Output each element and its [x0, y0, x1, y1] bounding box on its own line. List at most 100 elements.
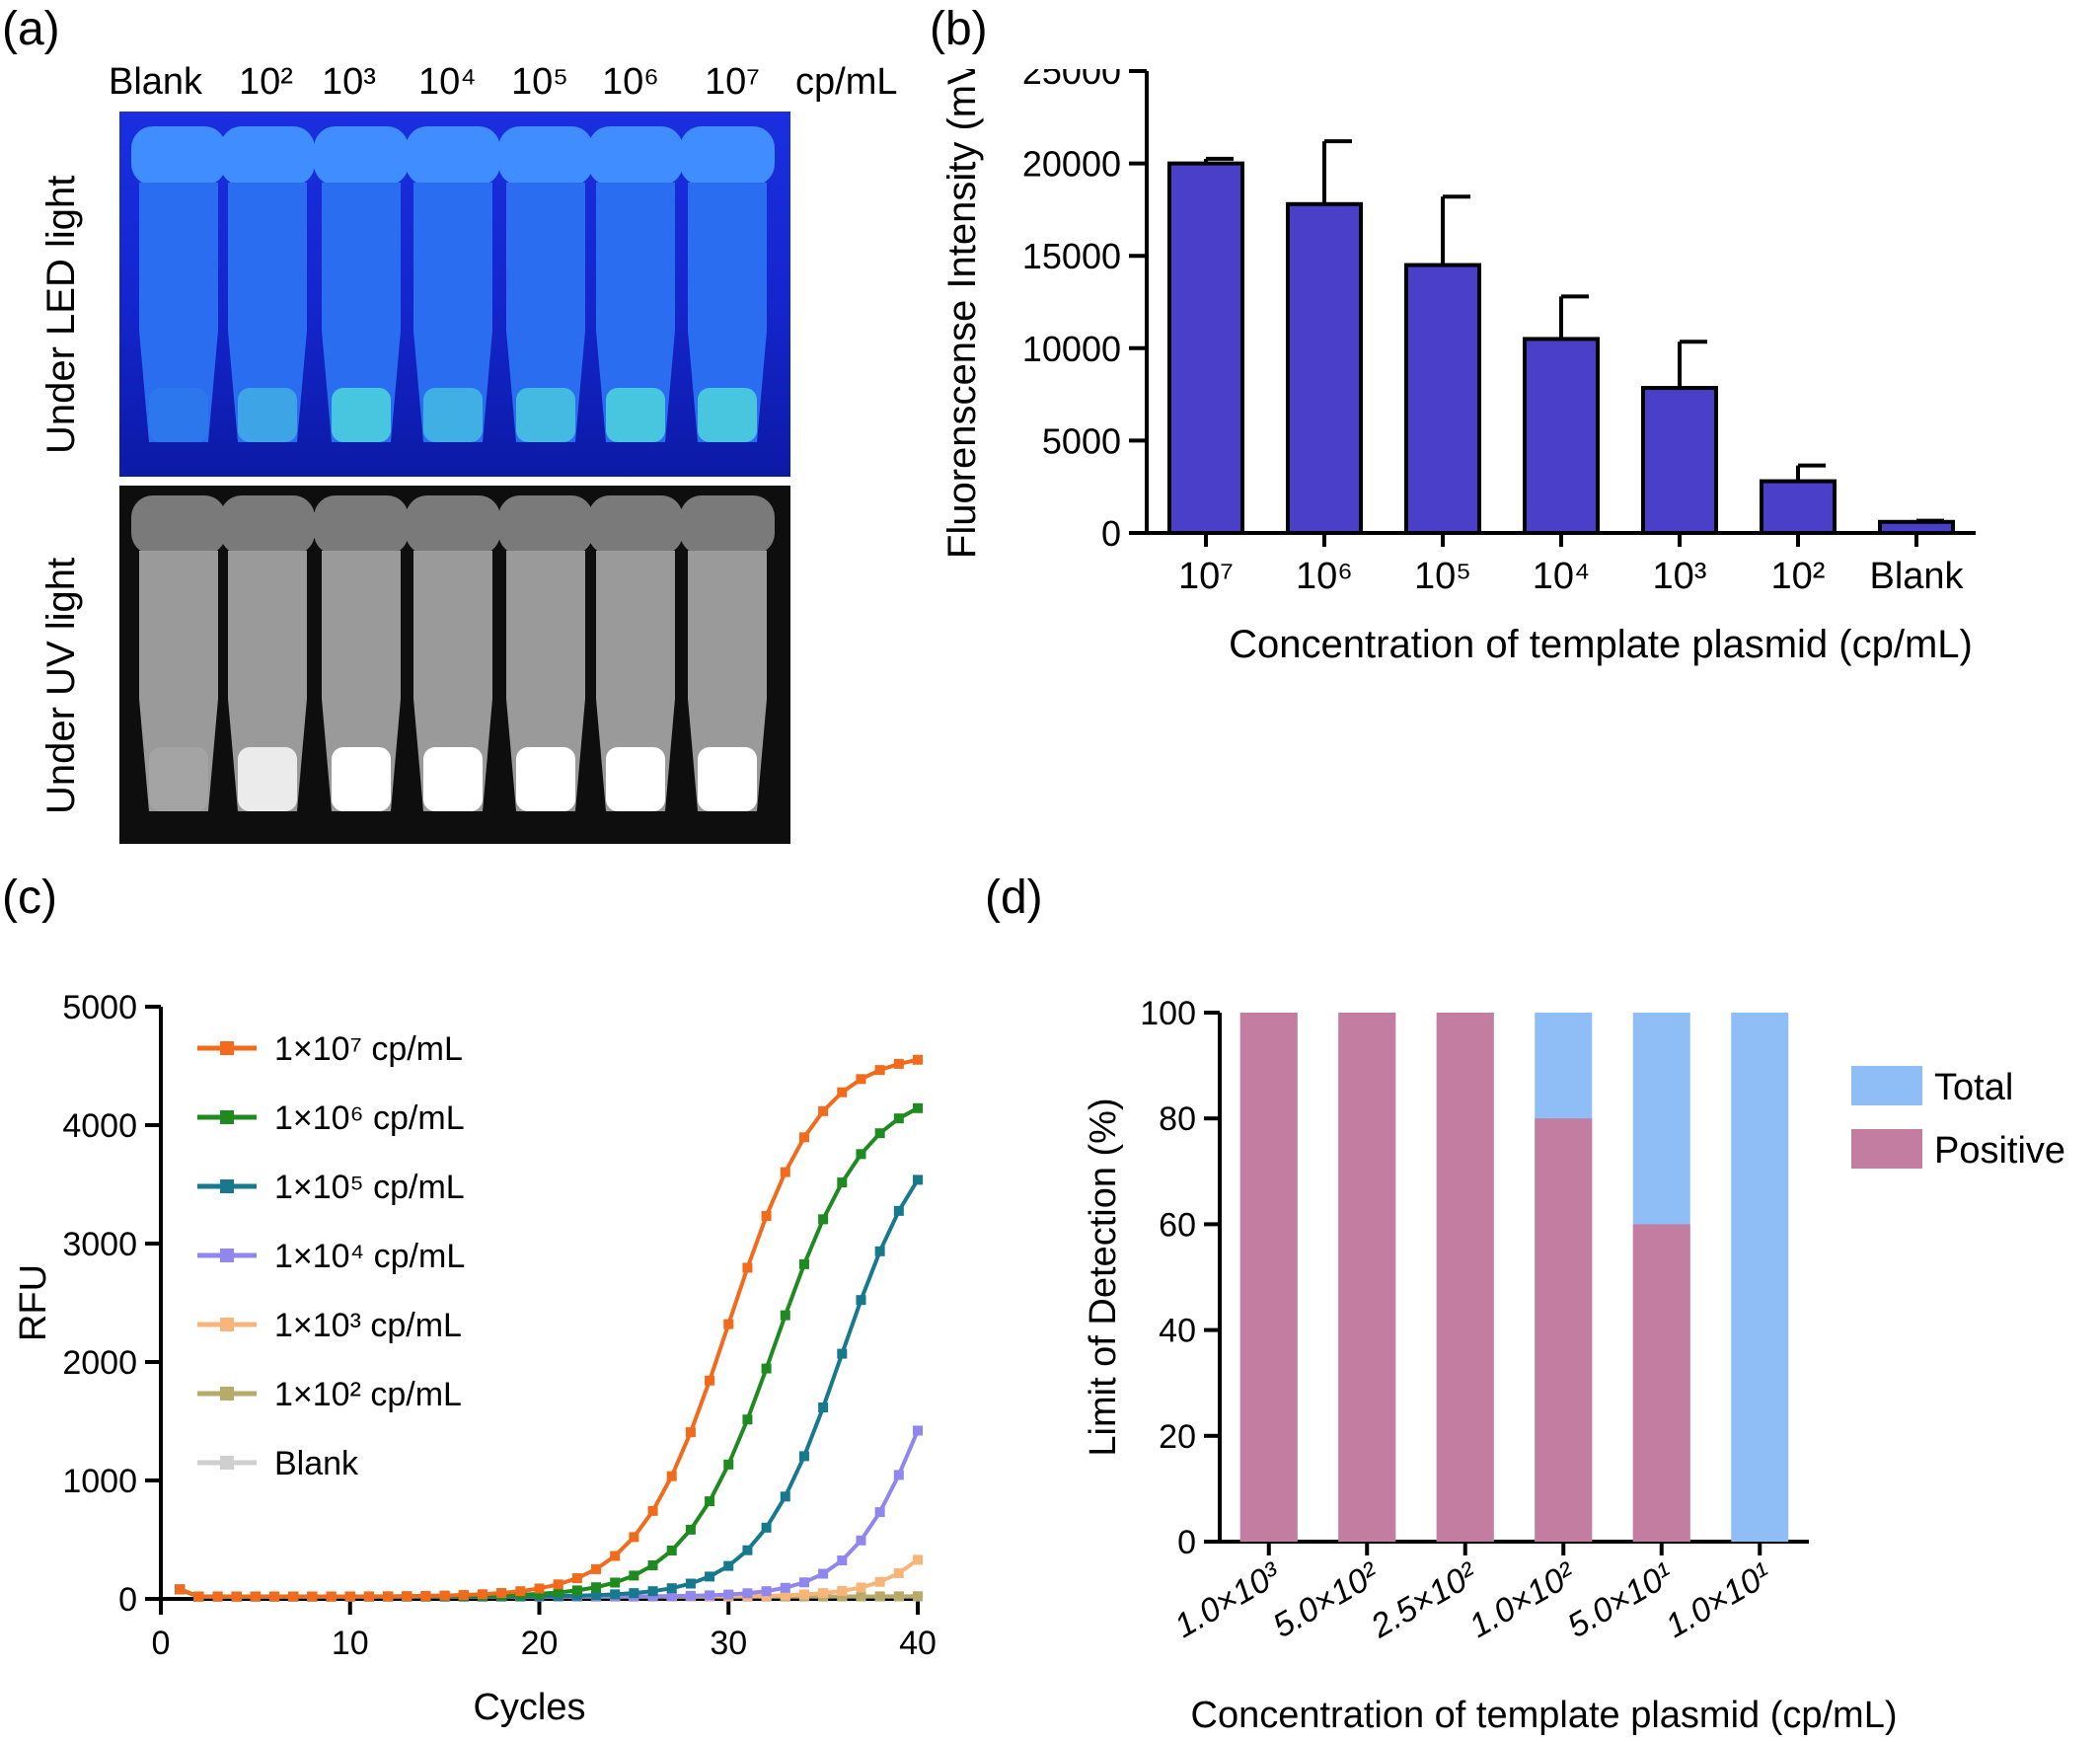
series-point: [874, 1128, 885, 1139]
series-point: [798, 1577, 809, 1588]
series-point: [780, 1491, 790, 1502]
bar-positive: [1535, 1118, 1593, 1542]
x-axis-title: Concentration of template plasmid (cp/mL…: [1229, 623, 1973, 666]
series-point: [893, 1113, 904, 1124]
tube-cap: [680, 495, 775, 555]
legend-label: 1×10⁵ cp/mL: [274, 1169, 465, 1206]
x-tick-label: 1.0×10¹: [1660, 1555, 1778, 1645]
series-point: [798, 1589, 809, 1600]
tube-body: [506, 183, 585, 331]
series-point: [610, 1577, 621, 1588]
series-point: [761, 1211, 772, 1222]
tube-body: [413, 183, 492, 331]
series-point: [913, 1054, 923, 1065]
series-point: [874, 1576, 885, 1587]
x-tick-label: 10⁶: [1296, 556, 1353, 597]
series-point: [212, 1591, 223, 1602]
series-point: [837, 1591, 848, 1602]
panel-label-c: (c): [2, 871, 57, 924]
series-point: [420, 1590, 431, 1601]
series-point: [666, 1546, 677, 1556]
series-point: [780, 1310, 790, 1321]
series-point: [553, 1587, 563, 1598]
chart-c-line: 0 1000 2000 3000 4000 5000 0 10 20 30 40 Cycles RFU 1…: [13, 989, 937, 1728]
series-point: [837, 1554, 848, 1565]
series-line: [179, 1057, 919, 1599]
y-tick-label: 0: [1101, 513, 1121, 554]
tube-body: [139, 183, 218, 331]
series-point: [685, 1590, 696, 1601]
bar-positive: [1632, 1224, 1690, 1542]
tube-body: [688, 551, 767, 699]
series-point: [666, 1591, 677, 1602]
tube-body: [413, 551, 492, 699]
tube-lower: [139, 331, 218, 442]
series-point: [723, 1560, 734, 1571]
chart-b-bar: 0 5000 10000 15000 20000 25000 10⁷ 10⁶ 10⁵ 10⁴ 10³…: [940, 69, 1976, 666]
series-point: [534, 1588, 545, 1599]
series-point: [761, 1586, 772, 1597]
legend-swatch: [1851, 1066, 1922, 1105]
x-tick-label: 1.0×10²: [1463, 1554, 1583, 1645]
y-tick-label: 60: [1159, 1206, 1196, 1244]
legend-marker: [220, 1456, 234, 1470]
tube-tip: [516, 388, 575, 442]
x-tick-label: 40: [899, 1625, 937, 1662]
bar: [1760, 479, 1837, 536]
series-point: [231, 1591, 242, 1602]
series-point: [685, 1524, 696, 1535]
series-point: [893, 1205, 904, 1216]
x-tick-label: Blank: [1869, 556, 1964, 597]
series-point: [856, 1582, 866, 1593]
chart-d-stacked-bar: 0 20 40 60 80 100 1.0×10³5.0×10²2.5×10²1.0×10²…: [1086, 995, 2065, 1736]
series-point: [307, 1591, 318, 1602]
tube-label-1e6: 10⁶: [602, 61, 659, 103]
tube-tip: [332, 747, 391, 811]
legend-swatch: [1851, 1129, 1922, 1169]
tube-label-1e3: 10³: [322, 61, 376, 103]
series-point: [496, 1588, 507, 1599]
legend-label: 1×10⁷ cp/mL: [274, 1030, 463, 1068]
series-point: [837, 1348, 848, 1359]
series-point: [288, 1591, 299, 1602]
y-tick-label: 1000: [62, 1463, 137, 1500]
tube-tip: [606, 388, 665, 442]
y-tick-label: 5000: [1042, 420, 1121, 461]
tube-tip: [238, 747, 297, 811]
series-point: [705, 1496, 715, 1507]
series-point: [571, 1573, 582, 1584]
x-tick-label: 10⁵: [1414, 556, 1471, 597]
series-point: [477, 1589, 488, 1600]
series-point: [780, 1590, 790, 1601]
y-tick-label: 40: [1159, 1313, 1196, 1350]
series-point: [856, 1295, 866, 1306]
series-point: [798, 1451, 809, 1462]
series-point: [383, 1591, 394, 1602]
x-tick-label: 0: [152, 1625, 171, 1662]
tube-body: [596, 551, 675, 699]
uv-side-label: Under UV light: [39, 557, 83, 814]
tube-cap: [220, 126, 315, 186]
y-axis-title: Limit of Detection (%): [1086, 1098, 1124, 1456]
tube-tip: [149, 388, 208, 442]
legend-marker: [220, 1249, 234, 1262]
y-tick-label: 20000: [1022, 144, 1121, 185]
series-point: [893, 1567, 904, 1578]
series-point: [780, 1167, 790, 1177]
series-point: [553, 1579, 563, 1590]
tube-cap: [314, 495, 409, 555]
series-point: [439, 1590, 450, 1601]
tube-body: [688, 183, 767, 331]
series-point: [723, 1319, 734, 1329]
series-point: [798, 1132, 809, 1143]
series-point: [269, 1591, 280, 1602]
tube-tip: [698, 747, 757, 811]
legend-label: 1×10⁶ cp/mL: [274, 1099, 465, 1137]
series-point: [780, 1582, 790, 1593]
series-point: [742, 1545, 753, 1555]
series-point: [705, 1590, 715, 1601]
legend-marker: [220, 1179, 234, 1193]
series-point: [874, 1246, 885, 1256]
tube-body: [228, 183, 307, 331]
legend-marker: [220, 1041, 234, 1055]
